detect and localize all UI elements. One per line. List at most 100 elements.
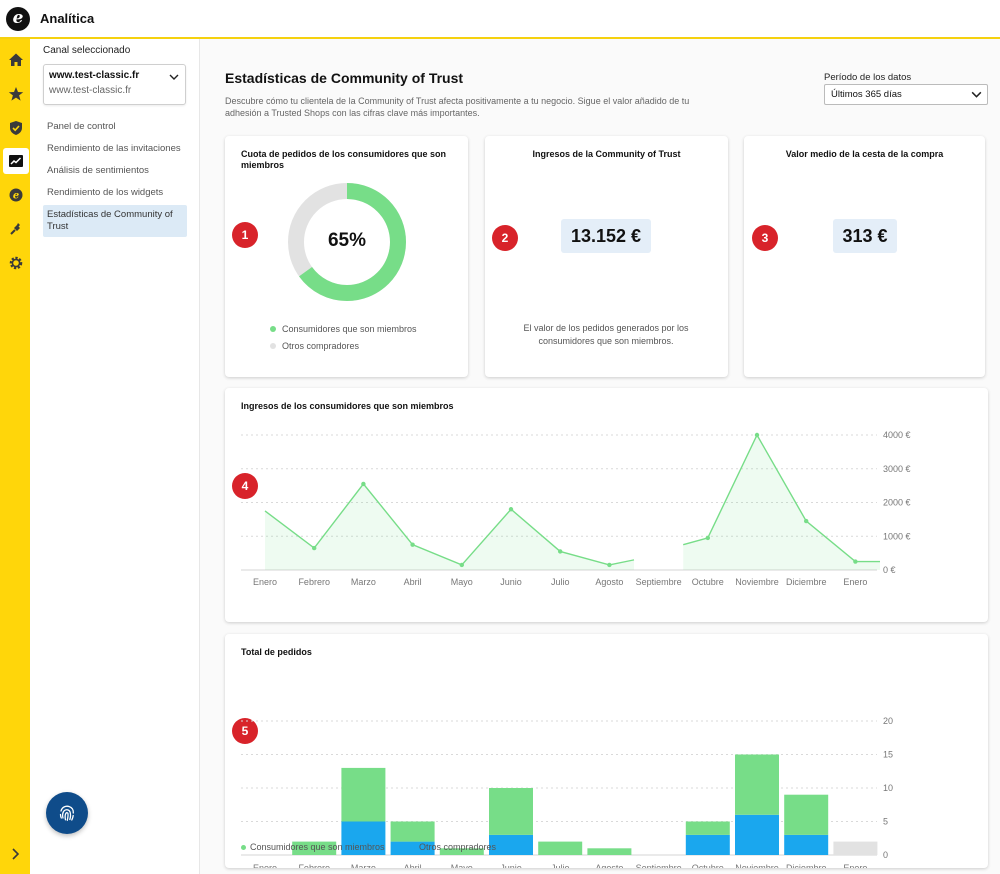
total-orders-chart-card: Total de pedidos 5 0 5 10 15 20 Enero Febrero M… xyxy=(225,634,988,868)
data-point xyxy=(607,562,612,568)
trusted-shops-logo[interactable]: e xyxy=(6,6,30,31)
badge-4: 4 xyxy=(232,473,258,499)
bar-segment xyxy=(489,834,533,855)
community-revenue-card: Ingresos de la Community of Trust 2 13.1… xyxy=(485,136,728,377)
data-point xyxy=(705,535,710,541)
sidebar-item-widgets[interactable]: Rendimiento de los widgets xyxy=(47,187,164,198)
bar-segment xyxy=(833,841,878,855)
gear-icon[interactable] xyxy=(3,250,29,276)
x-tick-label: Marzo xyxy=(351,863,376,868)
channel-name: www.test-classic.fr xyxy=(49,70,140,81)
community-revenue-title: Ingresos de la Community of Trust xyxy=(532,149,681,159)
x-tick-label: Abril xyxy=(404,863,422,868)
data-point xyxy=(361,481,366,487)
x-tick-label: Noviembre xyxy=(735,577,779,587)
bar-segment xyxy=(341,767,386,822)
sidebar-item-sentiment[interactable]: Análisis de sentimientos xyxy=(47,165,149,176)
total-orders-bar-chart: 0 5 10 15 20 Enero Febrero Marzo Abril Mayo Junio J… xyxy=(241,716,893,868)
star-icon[interactable] xyxy=(3,81,29,107)
x-tick-label: Marzo xyxy=(351,577,376,587)
bar-segment xyxy=(735,814,779,855)
total-orders-chart-title: Total de pedidos xyxy=(241,647,312,657)
x-tick-label: Mayo xyxy=(451,577,473,587)
series-area xyxy=(683,435,880,570)
period-label: Período de los datos xyxy=(824,72,912,83)
top-bar: e Analítica xyxy=(0,0,1000,39)
left-rail: e xyxy=(0,39,30,874)
x-tick-label: Abril xyxy=(404,577,422,587)
x-tick-label: Octubre xyxy=(692,863,724,868)
channel-url: www.test-classic.fr xyxy=(49,85,132,96)
x-tick-label: Septiembre xyxy=(636,863,682,868)
member-share-title: Cuota de pedidos de los consumidores que… xyxy=(241,149,447,170)
sidebar-item-invitations[interactable]: Rendimiento de las invitaciones xyxy=(47,143,181,154)
series-line xyxy=(683,433,880,563)
x-tick-label: Enero xyxy=(843,577,867,587)
data-point xyxy=(754,432,760,438)
fingerprint-button[interactable] xyxy=(46,792,88,834)
channel-select[interactable]: www.test-classic.fr www.test-classic.fr xyxy=(43,64,186,105)
bar-legend-others: Otros compradores xyxy=(410,842,496,852)
page-description: Descubre cómo tu clientela de la Communi… xyxy=(225,96,690,118)
member-revenue-chart-card: Ingresos de los consumidores que son mie… xyxy=(225,388,988,622)
badge-1: 1 xyxy=(232,222,258,248)
badge-icon[interactable]: e xyxy=(3,182,29,208)
main-content: Estadísticas de Community of Trust Descu… xyxy=(200,39,1000,874)
period-value: Últimos 365 días xyxy=(831,89,902,100)
data-point xyxy=(558,549,563,554)
bar-segment xyxy=(685,821,730,835)
bar-segment xyxy=(390,821,435,842)
legend-others: Otros compradores xyxy=(270,341,359,351)
bar-segment xyxy=(587,848,632,855)
legend-dot-grey xyxy=(270,343,276,349)
badge-3: 3 xyxy=(752,225,778,251)
shield-check-icon[interactable] xyxy=(3,115,29,141)
member-revenue-line-chart: 0 € 1000 € 2000 € 3000 € 4000 € Enero Febrero M… xyxy=(241,430,911,587)
x-tick-label: Diciembre xyxy=(786,577,827,587)
x-tick-label: Agosto xyxy=(595,577,623,587)
y-tick-label: 0 xyxy=(883,850,888,860)
bar-segment xyxy=(784,794,829,835)
analytics-icon[interactable] xyxy=(3,148,29,174)
sidebar-item-community-of-trust[interactable]: Estadísticas de Community of Trust xyxy=(43,205,187,237)
x-tick-label: Septiembre xyxy=(636,577,682,587)
y-tick-label: 4000 € xyxy=(883,430,911,440)
member-share-donut xyxy=(288,183,406,301)
fingerprint-icon xyxy=(59,805,74,821)
x-tick-label: Febrero xyxy=(298,577,330,587)
legend-dot-green xyxy=(270,326,276,332)
bar-segment xyxy=(292,841,337,855)
y-tick-label: 10 xyxy=(883,783,893,793)
x-tick-label: Junio xyxy=(500,577,522,587)
chevron-right-icon[interactable] xyxy=(7,846,23,862)
x-tick-label: Febrero xyxy=(298,863,330,868)
x-tick-label: Octubre xyxy=(692,577,724,587)
chevron-down-icon xyxy=(169,74,179,80)
plug-icon[interactable] xyxy=(3,216,29,242)
y-tick-label: 1000 € xyxy=(883,531,911,541)
legend-others-label: Otros compradores xyxy=(282,341,360,351)
x-tick-label: Agosto xyxy=(595,863,623,868)
bar-legend-members: Consumidores que son miembros xyxy=(241,842,385,852)
period-select[interactable]: Últimos 365 días xyxy=(824,84,988,105)
avg-basket-title: Valor medio de la cesta de la compra xyxy=(785,149,944,159)
x-tick-label: Diciembre xyxy=(786,863,827,868)
page-title: Estadísticas de Community of Trust xyxy=(225,70,464,86)
x-tick-label: Julio xyxy=(551,577,570,587)
bar-segment xyxy=(538,841,583,855)
data-point xyxy=(853,559,858,564)
community-revenue-note: El valor de los pedidos generados por lo… xyxy=(523,323,689,346)
data-point xyxy=(312,545,317,551)
data-point xyxy=(410,542,415,547)
x-tick-label: Junio xyxy=(500,863,522,868)
data-point xyxy=(508,507,514,512)
series-area xyxy=(265,483,634,570)
y-tick-label: 3000 € xyxy=(883,464,911,474)
x-tick-label: Enero xyxy=(253,863,277,868)
x-tick-label: Julio xyxy=(551,863,570,868)
legend-members-label: Consumidores que son miembros xyxy=(282,324,417,334)
sidebar-item-dashboard[interactable]: Panel de control xyxy=(47,121,116,132)
bar-segment xyxy=(489,788,533,835)
home-icon[interactable] xyxy=(3,47,29,73)
donut-member-arc xyxy=(288,183,406,301)
